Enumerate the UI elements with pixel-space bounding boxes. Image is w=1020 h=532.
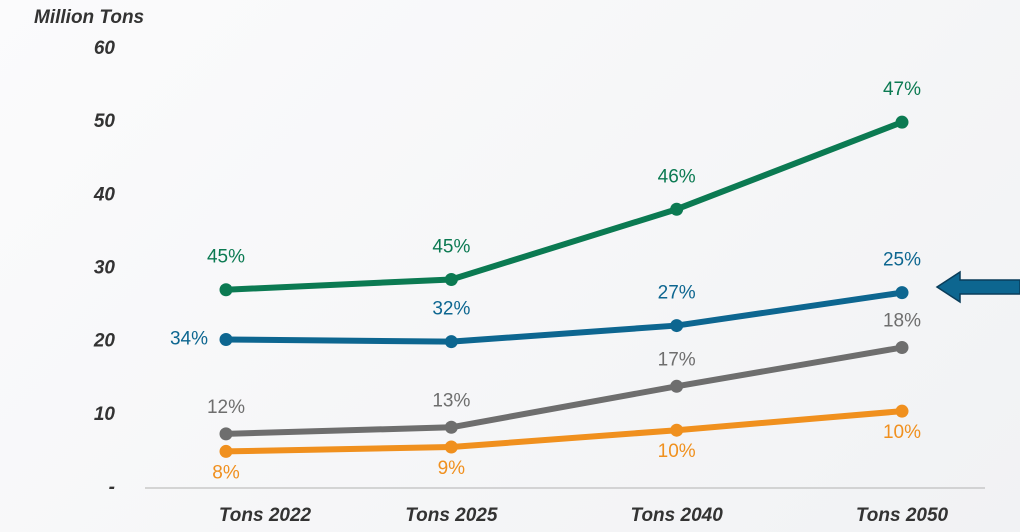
- data-point: [670, 379, 684, 393]
- series-line: [225, 289, 903, 345]
- share-label: 9%: [438, 458, 466, 479]
- data-point: [219, 332, 233, 346]
- series-line: [225, 119, 904, 293]
- share-label: 10%: [883, 422, 921, 443]
- data-point: [895, 341, 909, 355]
- share-label: 8%: [212, 462, 240, 483]
- y-axis-label: Million Tons: [34, 7, 144, 28]
- share-label: 45%: [207, 247, 245, 268]
- share-label: 34%: [170, 328, 208, 349]
- data-point: [670, 202, 684, 216]
- share-label: 18%: [883, 311, 921, 332]
- data-point: [895, 115, 909, 129]
- y-tick-label: -: [109, 477, 115, 498]
- data-point: [670, 319, 684, 333]
- data-point: [895, 404, 909, 418]
- data-point: [219, 283, 233, 297]
- series-line: [225, 408, 903, 455]
- data-point: [219, 444, 233, 458]
- data-point: [219, 427, 233, 441]
- y-tick-label: 60: [94, 38, 116, 59]
- x-tick-label: Tons 2025: [405, 505, 498, 526]
- data-point: [444, 420, 458, 434]
- y-tick-label: 20: [93, 331, 116, 352]
- data-point: [670, 423, 684, 437]
- y-tick-label: 30: [94, 258, 116, 279]
- x-tick-label: Tons 2022: [219, 505, 312, 526]
- x-tick-label: Tons 2040: [631, 505, 724, 526]
- share-label: 17%: [658, 349, 696, 370]
- y-tick-label: 10: [94, 404, 116, 425]
- x-tick-label: Tons 2050: [856, 505, 949, 526]
- data-point: [444, 272, 458, 286]
- callout-arrow: [935, 270, 1020, 304]
- share-label: 46%: [658, 166, 696, 187]
- share-label: 45%: [432, 236, 470, 257]
- data-point: [444, 440, 458, 454]
- share-label: 13%: [432, 390, 470, 411]
- share-label: 25%: [883, 250, 921, 271]
- share-label: 12%: [207, 397, 245, 418]
- share-label: 10%: [658, 441, 696, 462]
- y-tick-label: 50: [94, 111, 116, 132]
- data-point: [895, 286, 909, 300]
- y-tick-label: 40: [93, 184, 116, 205]
- series-line: [225, 344, 903, 437]
- share-label: 47%: [883, 79, 921, 100]
- share-label: 32%: [432, 299, 470, 320]
- data-point: [444, 335, 458, 349]
- share-label: 27%: [658, 283, 696, 304]
